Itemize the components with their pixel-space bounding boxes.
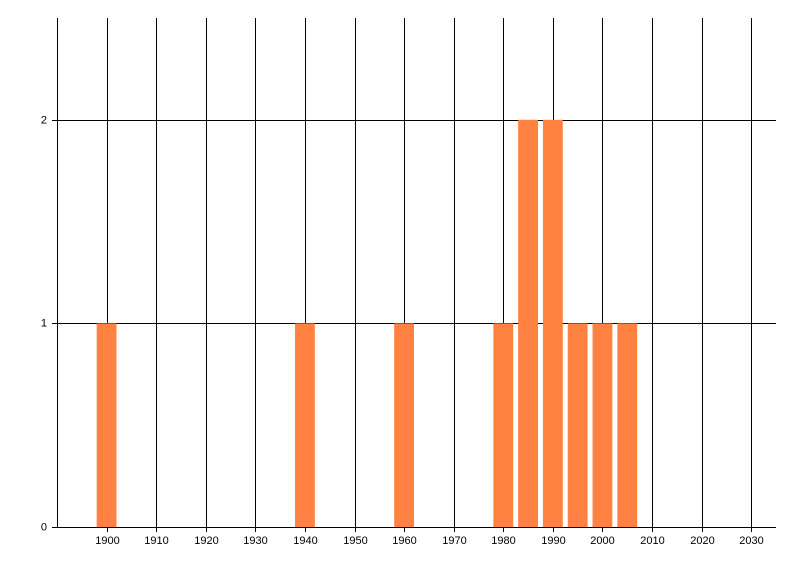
bar: [295, 323, 315, 527]
bar: [493, 323, 514, 527]
x-tick-label: 1950: [343, 535, 367, 547]
x-tick-label: 2020: [690, 535, 714, 547]
x-tick-label: 1970: [442, 535, 466, 547]
y-tick-label: 0: [41, 521, 47, 533]
x-tick-label: 1960: [392, 535, 416, 547]
bar: [617, 323, 638, 527]
bar: [518, 119, 538, 528]
y-tick-label: 2: [41, 114, 47, 126]
x-tick-label: 1910: [144, 535, 168, 547]
y-tick-label: 1: [41, 317, 47, 329]
bar: [394, 323, 415, 527]
x-tick-label: 1920: [194, 535, 218, 547]
x-tick-label: 1930: [243, 535, 267, 547]
bar: [96, 323, 117, 527]
bar: [592, 323, 613, 527]
x-tick-label: 2030: [739, 535, 763, 547]
x-tick-label: 1980: [491, 535, 515, 547]
x-tick-label: 2000: [590, 535, 614, 547]
x-tick-label: 2010: [640, 535, 664, 547]
x-tick-label: 1990: [541, 535, 565, 547]
x-tick-label: 1940: [293, 535, 317, 547]
bar: [542, 119, 563, 528]
x-tick-label: 1900: [95, 535, 119, 547]
bar: [567, 323, 588, 527]
